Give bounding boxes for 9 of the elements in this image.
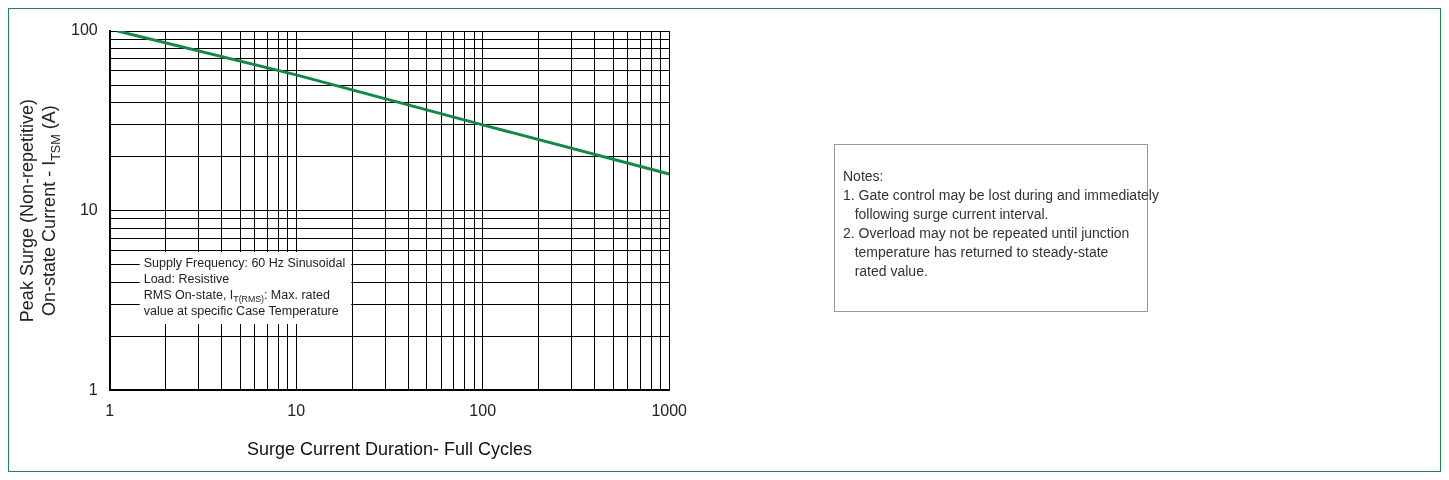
y-tick-label: 100	[70, 21, 98, 39]
x-tick-label: 1000	[651, 402, 688, 420]
y-tick-label: 10	[79, 201, 98, 219]
y-tick-label: 1	[88, 380, 98, 398]
text: Notes: 1. Gate control may be lost during and immediately following surge current interval. 2. Overload may not be repeated until junction temperature has returned to steady-state rated value.	[842, 167, 1159, 281]
x-tick-label: 100	[469, 402, 497, 420]
x-tick-label: 10	[287, 402, 306, 420]
x-tick-label: 1	[105, 402, 115, 420]
x-axis-title: Surge Current Duration- Full Cycles	[246, 439, 532, 460]
